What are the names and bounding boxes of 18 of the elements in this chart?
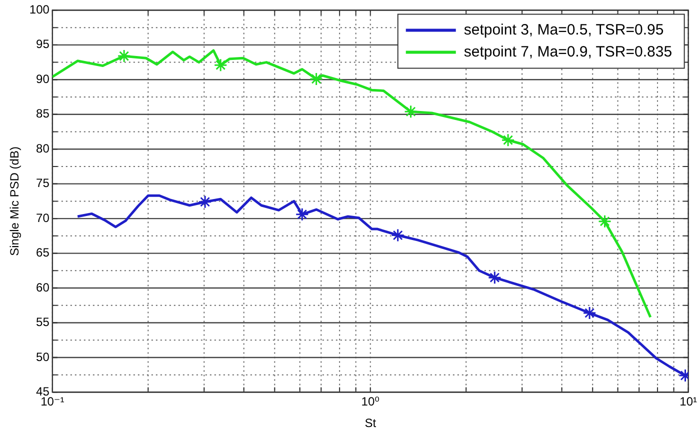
x-tick-label: 10⁻¹: [40, 394, 64, 409]
y-tick-label: 90: [36, 72, 50, 86]
y-tick-label: 75: [36, 176, 50, 190]
y-tick-label: 55: [36, 315, 50, 330]
y-tick-label: 50: [36, 350, 50, 364]
legend-label: setpoint 7, Ma=0.9, TSR=0.835: [464, 43, 672, 60]
x-axis-title: St: [364, 416, 377, 430]
y-tick-label: 70: [36, 210, 50, 225]
legend-label: setpoint 3, Ma=0.5, TSR=0.95: [464, 21, 664, 38]
x-tick-label: 10¹: [680, 394, 698, 409]
y-tick-label: 95: [36, 37, 50, 52]
y-tick-label: 85: [36, 106, 50, 121]
y-tick-label: 100: [29, 2, 50, 17]
y-tick-label: 65: [36, 246, 50, 260]
y-tick-label: 60: [36, 280, 50, 294]
y-axis-title: Single Mic PSD (dB): [8, 146, 22, 256]
y-tick-label: 80: [36, 141, 50, 156]
x-tick-label: 10⁰: [361, 394, 380, 409]
